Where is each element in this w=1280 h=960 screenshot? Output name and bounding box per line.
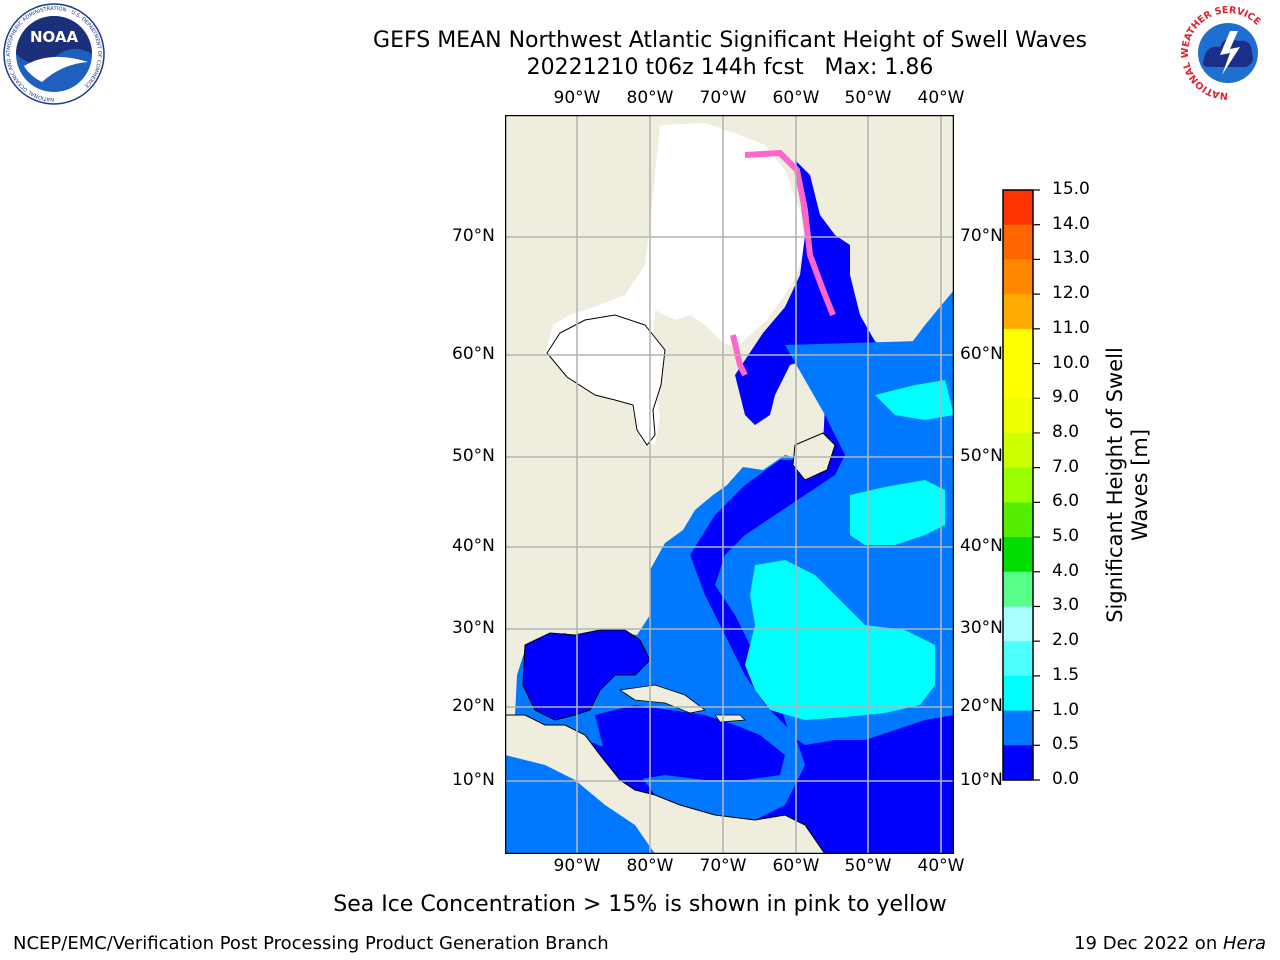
lon-label-bottom: 40°W (917, 856, 965, 876)
colorbar-segment (1003, 502, 1033, 538)
colorbar-tick-label: 1.0 (1052, 699, 1080, 720)
colorbar-segment (1003, 328, 1033, 365)
lon-label-top: 80°W (626, 88, 674, 108)
colorbar-tick-label: 0.0 (1052, 769, 1080, 789)
colorbar-segment (1003, 537, 1033, 573)
lat-label-right: 60°N (960, 344, 1003, 364)
map-panel (505, 115, 954, 854)
footer-host: Hera (1222, 933, 1266, 954)
chart-title-line1: GEFS MEAN Northwest Atlantic Significant… (373, 28, 1087, 53)
iceland-swell (875, 380, 954, 420)
colorbar-title-line1: Significant Height of Swell (1103, 347, 1127, 623)
colorbar-segment (1003, 294, 1033, 330)
lat-label-left: 30°N (452, 618, 495, 638)
colorbar-tick-label: 10.0 (1052, 352, 1090, 373)
lat-label-left: 60°N (452, 344, 495, 364)
colorbar-segment (1003, 432, 1033, 469)
colorbar-tick-label: 5.0 (1052, 526, 1080, 547)
lon-label-top: 60°W (772, 88, 820, 108)
gulf-of-mexico (522, 629, 651, 721)
lon-label-bottom: 90°W (553, 856, 601, 876)
lon-label-top: 50°W (844, 88, 892, 108)
nws-logo: NATIONAL WEATHER SERVICE (1179, 4, 1277, 102)
footer-right: 19 Dec 2022 on Hera (1074, 933, 1266, 954)
footer-left: NCEP/EMC/Verification Post Processing Pr… (13, 933, 609, 954)
lat-label-right: 20°N (960, 696, 1003, 716)
lat-label-right: 30°N (960, 618, 1003, 638)
colorbar-tick-label: 14.0 (1052, 213, 1090, 234)
atlantic-high-swell (745, 560, 935, 720)
colorbar-tick-label: 3.0 (1052, 595, 1080, 616)
colorbar-segment (1003, 224, 1033, 260)
colorbar-segment (1003, 363, 1033, 399)
colorbar-tick-label: 1.5 (1052, 664, 1080, 685)
lat-label-right: 50°N (960, 446, 1003, 466)
colorbar-tick-label: 0.5 (1052, 734, 1080, 755)
colorbar-tick-label: 7.0 (1052, 456, 1080, 477)
lat-label-right: 10°N (960, 770, 1003, 790)
lat-label-left: 40°N (452, 536, 495, 556)
lon-label-top: 40°W (917, 88, 965, 108)
lat-label-right: 40°N (960, 536, 1003, 556)
colorbar-tick-label: 6.0 (1052, 491, 1080, 512)
lon-label-top: 90°W (553, 88, 601, 108)
colorbar-segment (1003, 571, 1033, 607)
colorbar (1002, 189, 1040, 781)
lat-label-right: 70°N (960, 226, 1003, 246)
colorbar-segment (1003, 675, 1033, 712)
colorbar-tick-label: 11.0 (1052, 317, 1090, 338)
colorbar-segment (1003, 606, 1033, 642)
colorbar-segment (1003, 398, 1033, 434)
lat-label-left: 70°N (452, 226, 495, 246)
colorbar-segment (1003, 745, 1033, 781)
colorbar-title-line2: Waves [m] (1128, 428, 1152, 542)
colorbar-tick-label: 15.0 (1052, 179, 1090, 199)
colorbar-segment (1003, 190, 1033, 226)
lon-label-bottom: 80°W (626, 856, 674, 876)
lon-label-bottom: 70°W (699, 856, 747, 876)
noaa-logo: NOAA NATIONAL OCEANIC AND ATMOSPHERIC AD… (3, 3, 105, 105)
noaa-logo-text: NOAA (30, 28, 79, 46)
atlantic-high-swell-north (850, 480, 945, 545)
colorbar-tick-label: 4.0 (1052, 560, 1080, 581)
sea-ice-edge (730, 149, 836, 377)
lon-label-top: 70°W (699, 88, 747, 108)
lat-label-left: 50°N (452, 446, 495, 466)
colorbar-segment (1003, 710, 1033, 746)
caribbean-islands (618, 684, 746, 723)
labrador-sea (735, 160, 877, 425)
colorbar-segment (1003, 467, 1033, 503)
chart-title-line2: 20221210 t06z 144h fcst Max: 1.86 (526, 55, 934, 80)
lon-label-bottom: 50°W (844, 856, 892, 876)
colorbar-tick-label: 2.0 (1052, 630, 1080, 651)
colorbar-tick-label: 12.0 (1052, 283, 1090, 304)
pacific-ocean (505, 755, 655, 854)
lat-label-left: 10°N (452, 770, 495, 790)
footer-date: 19 Dec 2022 on (1074, 933, 1223, 954)
map-grid (505, 115, 954, 854)
colorbar-segment (1003, 641, 1033, 677)
colorbar-segment (1003, 259, 1033, 295)
land-greenland (835, 115, 954, 350)
sea-ice-caption: Sea Ice Concentration > 15% is shown in … (333, 892, 947, 917)
colorbar-tick-label: 9.0 (1052, 387, 1080, 408)
colorbar-tick-label: 8.0 (1052, 421, 1080, 442)
caribbean-sea (595, 705, 785, 780)
lon-label-bottom: 60°W (772, 856, 820, 876)
colorbar-tick-label: 13.0 (1052, 248, 1090, 269)
lat-label-left: 20°N (452, 696, 495, 716)
